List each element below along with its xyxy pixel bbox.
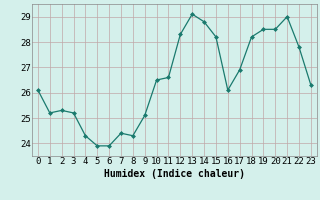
X-axis label: Humidex (Indice chaleur): Humidex (Indice chaleur) — [104, 169, 245, 179]
